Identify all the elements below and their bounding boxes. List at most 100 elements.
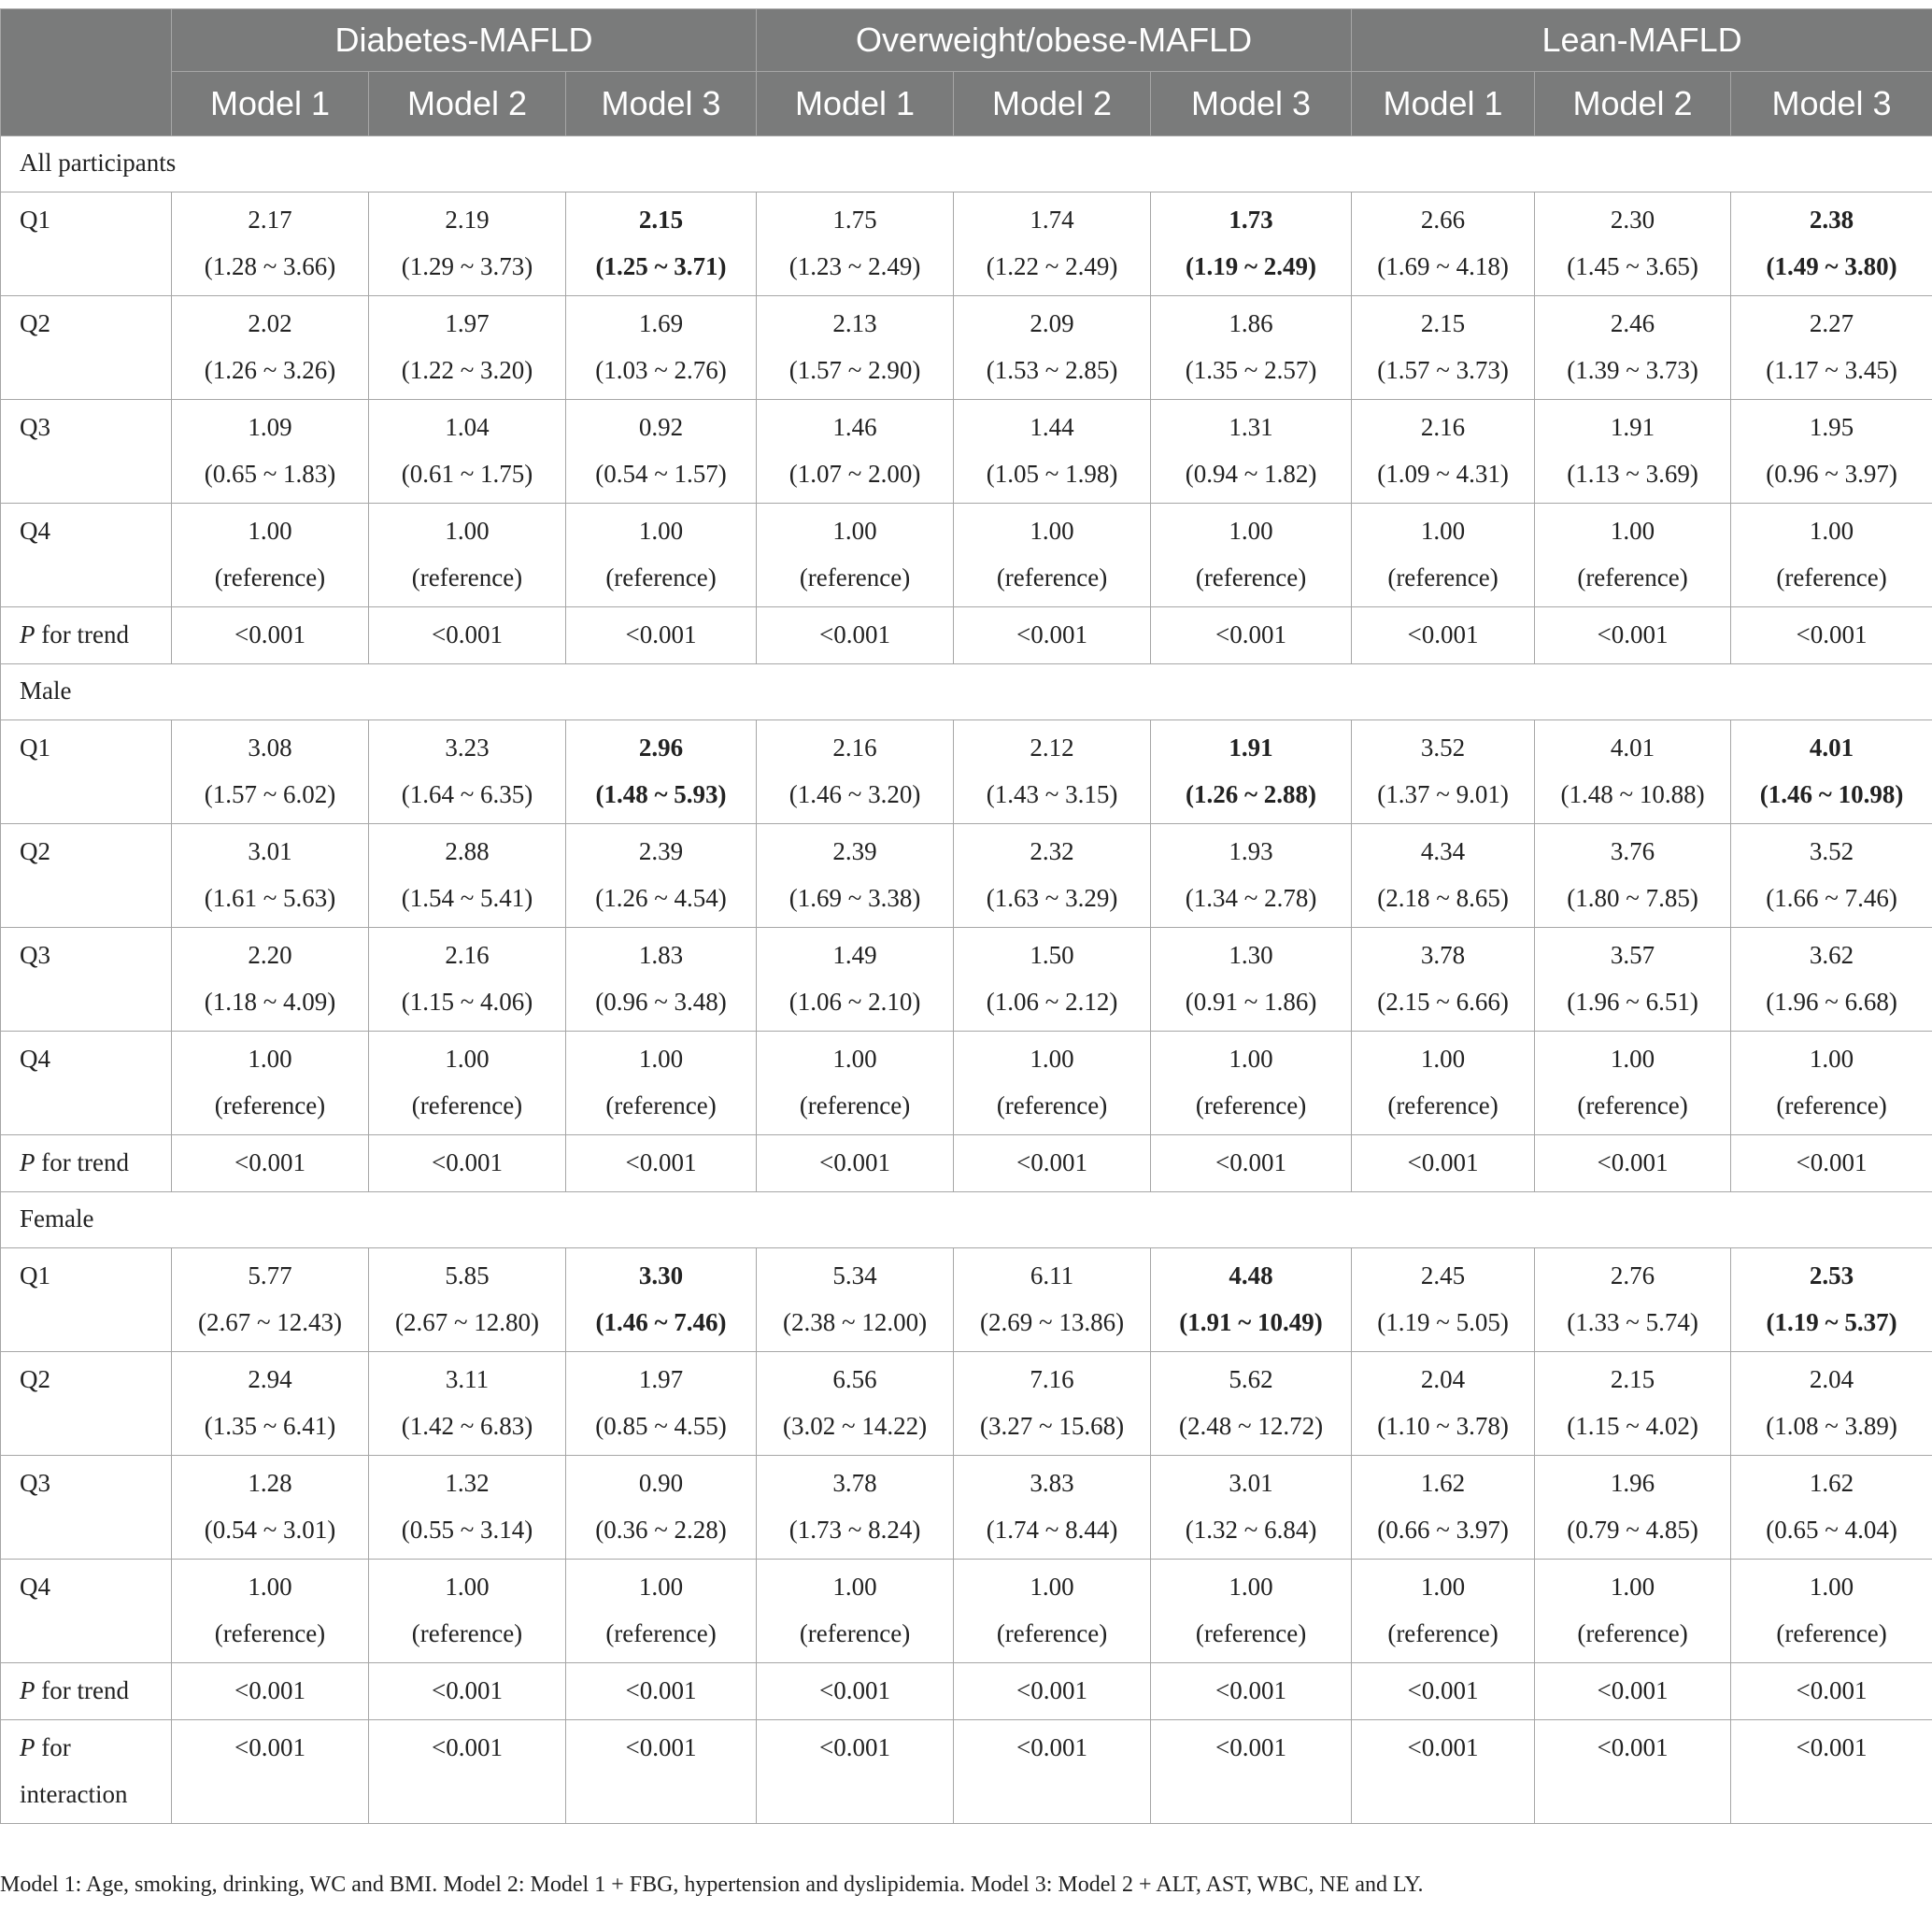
p-symbol: P xyxy=(20,1733,36,1761)
p-value: <0.001 xyxy=(1150,1134,1353,1192)
table-row: Q4 1.00 (reference) 1.00 (reference) 1.00 (ref… xyxy=(0,1031,1932,1135)
table-cell: 3.78 (2.15 ~ 6.66) xyxy=(1351,927,1536,1032)
table-cell: 1.00 (reference) xyxy=(756,1031,955,1135)
table-row: Q2 3.01 (1.61 ~ 5.63) 2.88 (1.54 ~ 5.41) 2.39… xyxy=(0,823,1932,928)
table-cell: 1.50 (1.06 ~ 2.12) xyxy=(953,927,1152,1032)
section-row: All participants xyxy=(0,135,1932,192)
confidence-interval: (2.67 ~ 12.43) xyxy=(197,1308,343,1336)
odds-ratio: 1.93 xyxy=(1229,837,1273,865)
confidence-interval: (1.49 ~ 3.80) xyxy=(1766,252,1897,280)
odds-ratio: 2.04 xyxy=(1809,1365,1854,1393)
odds-ratio: 2.20 xyxy=(248,941,292,969)
table-cell: 2.20 (1.18 ~ 4.09) xyxy=(171,927,369,1032)
table-cell: 5.62 (2.48 ~ 12.72) xyxy=(1150,1351,1353,1456)
confidence-interval: (0.36 ~ 2.28) xyxy=(595,1516,727,1544)
odds-ratio: 1.00 xyxy=(445,1045,490,1073)
confidence-interval: (0.96 ~ 3.97) xyxy=(1766,460,1897,488)
table-cell: 4.48 (1.91 ~ 10.49) xyxy=(1150,1247,1353,1352)
table-row: Q1 3.08 (1.57 ~ 6.02) 3.23 (1.64 ~ 6.35) 2.96… xyxy=(0,719,1932,824)
odds-ratio: 1.00 xyxy=(1229,517,1273,545)
table-cell: 2.15 (1.57 ~ 3.73) xyxy=(1351,295,1536,400)
odds-ratio: 2.09 xyxy=(1030,309,1074,337)
odds-ratio: 1.00 xyxy=(248,1573,292,1601)
confidence-interval: (1.91 ~ 10.49) xyxy=(1179,1308,1323,1336)
section-title: All participants xyxy=(0,135,1932,192)
confidence-interval: (1.46 ~ 7.46) xyxy=(595,1308,727,1336)
confidence-interval: (reference) xyxy=(1577,1619,1688,1647)
confidence-interval: (1.03 ~ 2.76) xyxy=(595,356,727,384)
table-cell: 1.30 (0.91 ~ 1.86) xyxy=(1150,927,1353,1032)
table-cell: 2.12 (1.43 ~ 3.15) xyxy=(953,719,1152,824)
odds-ratio: 1.00 xyxy=(832,1045,877,1073)
odds-ratio: 1.00 xyxy=(445,1573,490,1601)
confidence-interval: (reference) xyxy=(605,1619,717,1647)
p-value: <0.001 xyxy=(564,1134,758,1192)
table-cell: 2.38 (1.49 ~ 3.80) xyxy=(1730,192,1932,296)
odds-ratio: 2.15 xyxy=(638,206,684,234)
confidence-interval: (reference) xyxy=(996,563,1108,591)
table-cell: 3.76 (1.80 ~ 7.85) xyxy=(1534,823,1732,928)
table-row: Q2 2.94 (1.35 ~ 6.41) 3.11 (1.42 ~ 6.83) 1.97… xyxy=(0,1351,1932,1456)
row-label: Q3 xyxy=(0,1455,172,1560)
odds-ratio: 3.57 xyxy=(1610,941,1655,969)
confidence-interval: (reference) xyxy=(1195,1619,1307,1647)
table-cell: 2.76 (1.33 ~ 5.74) xyxy=(1534,1247,1732,1352)
table-cell: 1.28 (0.54 ~ 3.01) xyxy=(171,1455,369,1560)
odds-ratio: 1.73 xyxy=(1229,206,1273,234)
confidence-interval: (0.54 ~ 1.57) xyxy=(595,460,727,488)
table-cell: 2.04 (1.10 ~ 3.78) xyxy=(1351,1351,1536,1456)
interaction-label-text: for xyxy=(35,1733,71,1761)
p-value: <0.001 xyxy=(756,1662,955,1720)
table-cell: 2.16 (1.46 ~ 3.20) xyxy=(756,719,955,824)
confidence-interval: (1.18 ~ 4.09) xyxy=(204,988,336,1016)
table-cell: 6.56 (3.02 ~ 14.22) xyxy=(756,1351,955,1456)
confidence-interval: (0.65 ~ 4.04) xyxy=(1766,1516,1897,1544)
confidence-interval: (0.79 ~ 4.85) xyxy=(1567,1516,1698,1544)
row-label: Q4 xyxy=(0,1559,172,1663)
table-cell: 1.44 (1.05 ~ 1.98) xyxy=(953,399,1152,504)
table-cell: 2.96 (1.48 ~ 5.93) xyxy=(564,719,758,824)
section-row: Female xyxy=(0,1191,1932,1248)
odds-ratio: 1.00 xyxy=(248,1045,292,1073)
odds-ratio: 1.00 xyxy=(832,517,877,545)
table-cell: 1.09 (0.65 ~ 1.83) xyxy=(171,399,369,504)
odds-ratio: 3.23 xyxy=(445,734,490,762)
confidence-interval: (reference) xyxy=(1577,563,1688,591)
confidence-interval: (1.22 ~ 3.20) xyxy=(401,356,533,384)
p-value: <0.001 xyxy=(171,1134,369,1192)
p-value: <0.001 xyxy=(953,1134,1152,1192)
table-cell: 3.23 (1.64 ~ 6.35) xyxy=(368,719,566,824)
confidence-interval: (reference) xyxy=(799,563,911,591)
row-label: Q2 xyxy=(0,295,172,400)
odds-ratio: 2.76 xyxy=(1610,1261,1655,1289)
confidence-interval: (1.57 ~ 6.02) xyxy=(204,780,336,808)
odds-ratio: 2.53 xyxy=(1809,1261,1854,1289)
table-cell: 2.13 (1.57 ~ 2.90) xyxy=(756,295,955,400)
odds-ratio: 1.96 xyxy=(1610,1469,1655,1497)
odds-ratio: 2.04 xyxy=(1420,1365,1466,1393)
confidence-interval: (0.66 ~ 3.97) xyxy=(1377,1516,1509,1544)
odds-ratio: 1.30 xyxy=(1229,941,1273,969)
odds-ratio: 5.62 xyxy=(1229,1365,1273,1393)
table-cell: 1.00 (reference) xyxy=(564,503,758,607)
odds-ratio: 1.00 xyxy=(638,1045,684,1073)
odds-ratio: 1.97 xyxy=(445,309,490,337)
confidence-interval: (1.33 ~ 5.74) xyxy=(1567,1308,1698,1336)
table-cell: 1.00 (reference) xyxy=(756,503,955,607)
odds-ratio: 1.62 xyxy=(1809,1469,1854,1497)
confidence-interval: (1.17 ~ 3.45) xyxy=(1766,356,1897,384)
table-cell: 1.00 (reference) xyxy=(171,503,369,607)
table-cell: 5.34 (2.38 ~ 12.00) xyxy=(756,1247,955,1352)
odds-ratio: 3.83 xyxy=(1030,1469,1074,1497)
confidence-interval: (0.85 ~ 4.55) xyxy=(595,1412,727,1440)
table-cell: 1.91 (1.26 ~ 2.88) xyxy=(1150,719,1353,824)
odds-ratio: 2.27 xyxy=(1809,309,1854,337)
odds-ratio: 1.46 xyxy=(832,413,877,441)
p-value: <0.001 xyxy=(368,606,566,664)
row-label: Q3 xyxy=(0,399,172,504)
confidence-interval: (reference) xyxy=(411,563,523,591)
confidence-interval: (1.25 ~ 3.71) xyxy=(595,252,727,280)
table-cell: 1.74 (1.22 ~ 2.49) xyxy=(953,192,1152,296)
confidence-interval: (1.35 ~ 2.57) xyxy=(1185,356,1317,384)
table-cell: 1.00 (reference) xyxy=(1730,1031,1932,1135)
